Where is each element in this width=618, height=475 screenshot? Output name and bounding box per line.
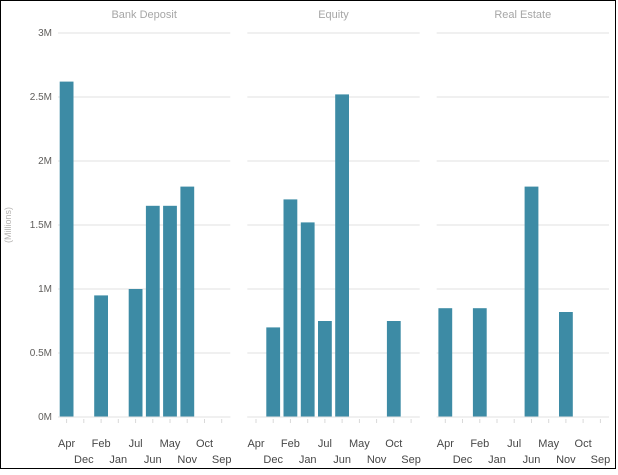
svg-text:Dec: Dec (453, 454, 473, 466)
svg-text:2M: 2M (38, 156, 52, 167)
svg-text:Jul: Jul (507, 438, 521, 450)
svg-text:3M: 3M (38, 28, 52, 39)
svg-text:Feb: Feb (470, 438, 489, 450)
svg-text:Oct: Oct (575, 438, 592, 450)
svg-text:Nov: Nov (556, 454, 576, 466)
svg-text:Real Estate: Real Estate (494, 9, 551, 21)
svg-text:May: May (349, 438, 370, 450)
svg-text:Jan: Jan (109, 454, 127, 466)
svg-text:Oct: Oct (196, 438, 213, 450)
svg-text:1.5M: 1.5M (30, 220, 52, 231)
svg-text:1M: 1M (38, 284, 52, 295)
svg-text:Jan: Jan (299, 454, 317, 466)
svg-text:Bank Deposit: Bank Deposit (111, 9, 176, 21)
svg-text:0M: 0M (38, 412, 52, 423)
svg-text:Oct: Oct (385, 438, 402, 450)
svg-text:Apr: Apr (247, 438, 264, 450)
svg-text:Jun: Jun (523, 454, 541, 466)
svg-text:Sep: Sep (401, 454, 421, 466)
svg-text:Feb: Feb (281, 438, 300, 450)
svg-text:Jun: Jun (144, 454, 162, 466)
svg-text:Jan: Jan (488, 454, 506, 466)
svg-text:May: May (160, 438, 181, 450)
svg-text:Feb: Feb (92, 438, 111, 450)
svg-text:Jun: Jun (333, 454, 351, 466)
svg-text:Jul: Jul (129, 438, 143, 450)
svg-text:Nov: Nov (367, 454, 387, 466)
svg-text:(Millions): (Millions) (3, 207, 13, 243)
svg-text:0.5M: 0.5M (30, 348, 52, 359)
svg-text:Sep: Sep (212, 454, 232, 466)
svg-text:Dec: Dec (74, 454, 94, 466)
svg-text:2.5M: 2.5M (30, 92, 52, 103)
svg-text:May: May (538, 438, 559, 450)
svg-text:Apr: Apr (58, 438, 75, 450)
svg-text:Jul: Jul (318, 438, 332, 450)
svg-text:Dec: Dec (263, 454, 283, 466)
svg-text:Apr: Apr (437, 438, 454, 450)
svg-text:Sep: Sep (591, 454, 611, 466)
svg-text:Equity: Equity (318, 9, 349, 21)
svg-text:Nov: Nov (177, 454, 197, 466)
